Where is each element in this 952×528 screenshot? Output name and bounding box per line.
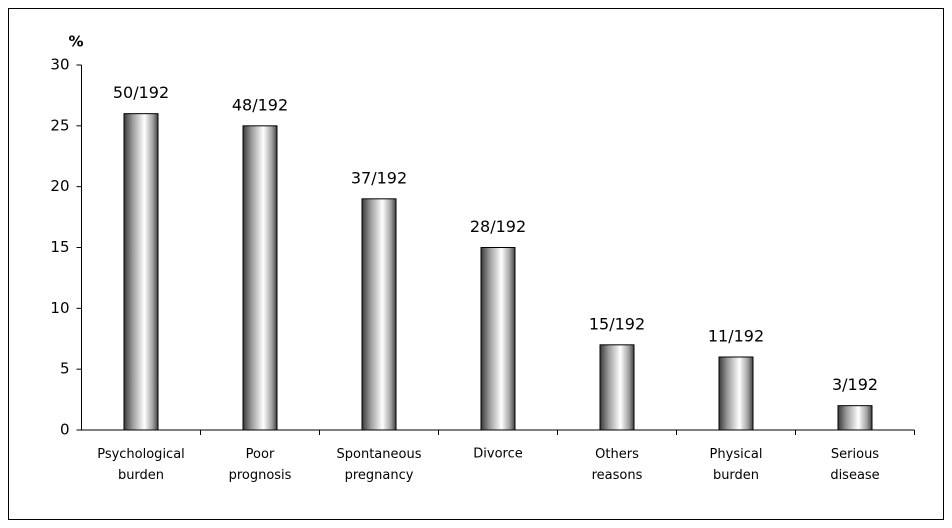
y-tick-label: 5: [60, 360, 70, 378]
bar: [242, 125, 278, 431]
y-tick-label: 10: [50, 299, 69, 317]
value-label: 11/192: [708, 327, 764, 346]
y-tick-label: 0: [60, 421, 70, 439]
chart-frame: [8, 8, 944, 520]
y-tick-label: 30: [50, 56, 69, 74]
x-tick-label: Psychological burden: [97, 447, 185, 483]
y-tick-label: 25: [50, 116, 69, 134]
bar: [599, 344, 635, 431]
x-tick-label: Physical burden: [710, 447, 763, 483]
bar: [361, 198, 397, 431]
bar: [123, 113, 159, 431]
bar: [480, 247, 516, 431]
value-label: 3/192: [832, 375, 878, 394]
value-label: 15/192: [589, 314, 645, 333]
x-tick-label: Others reasons: [592, 447, 643, 483]
bar: [718, 356, 754, 431]
value-label: 48/192: [232, 95, 288, 114]
x-tick-label: Poor prognosis: [229, 447, 292, 483]
y-axis-label: %: [68, 33, 83, 51]
x-tick-label: Divorce: [473, 447, 522, 462]
bar: [837, 405, 873, 431]
x-tick-label: Spontaneous pregnancy: [337, 447, 422, 483]
value-label: 28/192: [470, 217, 526, 236]
value-label: 37/192: [351, 168, 407, 187]
value-label: 50/192: [113, 83, 169, 102]
y-tick-label: 20: [50, 177, 69, 195]
y-tick-label: 15: [50, 238, 69, 256]
x-tick-label: Serious disease: [830, 447, 879, 483]
